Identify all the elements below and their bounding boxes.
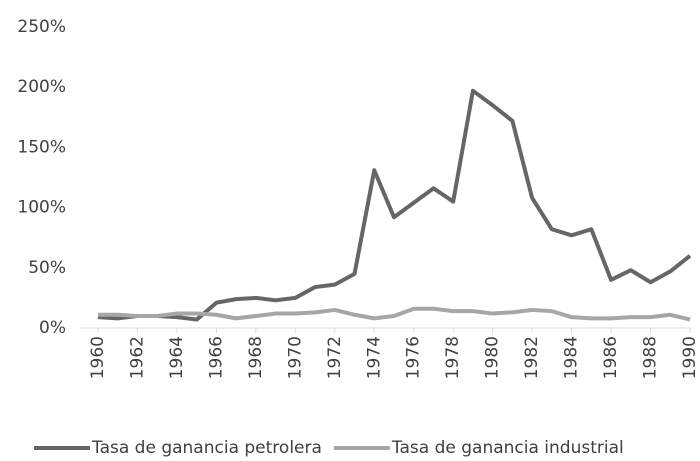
legend: Tasa de ganancia petrolera Tasa de gananc…	[34, 438, 624, 458]
x-tick-label: 1966	[206, 336, 226, 379]
y-tick-label: 150%	[17, 137, 66, 157]
x-tick-label: 1974	[364, 336, 384, 379]
x-tick-label: 1982	[522, 336, 542, 379]
x-tick-label: 1978	[443, 336, 463, 379]
x-tick-label: 1984	[562, 336, 582, 379]
x-tick-label: 1964	[167, 336, 187, 379]
series-line	[98, 306, 691, 322]
y-tick-label: 0%	[39, 318, 66, 338]
series-line	[97, 88, 692, 322]
x-tick-label: 1980	[483, 336, 503, 379]
x-tick-label: 1986	[601, 336, 621, 379]
y-tick-label: 200%	[17, 77, 66, 97]
legend-label: Tasa de ganancia industrial	[391, 438, 624, 458]
y-tick-label: 100%	[17, 198, 66, 218]
legend-label: Tasa de ganancia petrolera	[91, 438, 322, 458]
x-tick-label: 1990	[680, 336, 700, 379]
x-tick-label: 1972	[325, 336, 345, 379]
x-tick-label: 1976	[404, 336, 424, 379]
x-tick-label: 1970	[285, 336, 305, 379]
x-tick-label: 1962	[127, 336, 147, 379]
x-tick-label: 1960	[88, 336, 108, 379]
x-tick-label: 1988	[641, 336, 661, 379]
x-tick-label: 1968	[246, 336, 266, 379]
y-tick-label: 250%	[17, 17, 66, 37]
y-tick-label: 50%	[28, 258, 66, 278]
